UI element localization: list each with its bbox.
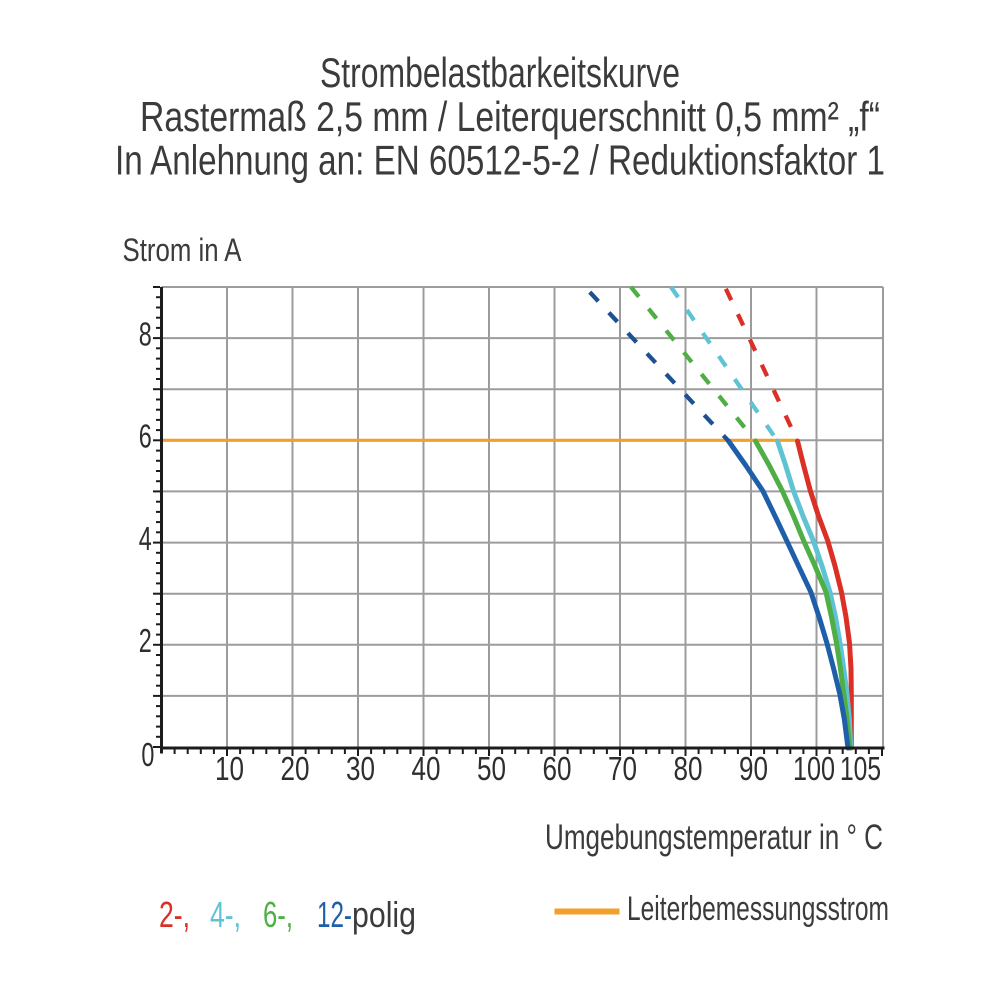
svg-text:2: 2 [139,622,152,659]
svg-text:4: 4 [139,520,152,557]
svg-text:30: 30 [346,750,375,787]
svg-text:12-: 12- [317,894,352,935]
svg-text:Rastermaß 2,5 mm / Leiterquers: Rastermaß 2,5 mm / Leiterquerschnitt 0,5… [140,93,880,140]
svg-text:polig: polig [352,894,416,935]
svg-text:20: 20 [281,750,310,787]
svg-text:6: 6 [139,418,152,455]
svg-text:70: 70 [608,750,637,787]
svg-text:Umgebungstemperatur in ° C: Umgebungstemperatur in ° C [545,818,883,857]
svg-text:4-,: 4-, [210,894,241,935]
svg-text:60: 60 [543,750,572,787]
svg-text:In Anlehnung an: EN 60512-5-2: In Anlehnung an: EN 60512-5-2 / Reduktio… [115,137,885,184]
svg-text:Strom in A: Strom in A [123,232,243,268]
svg-text:8: 8 [139,315,152,352]
svg-text:0: 0 [141,736,154,773]
svg-text:40: 40 [412,750,441,787]
svg-text:Strombelastbarkeitskurve: Strombelastbarkeitskurve [320,49,680,96]
svg-text:50: 50 [477,750,506,787]
svg-text:80: 80 [674,750,703,787]
svg-text:2-,: 2-, [159,894,190,935]
svg-text:6-,: 6-, [263,894,293,935]
svg-text:105: 105 [840,750,881,787]
svg-text:90: 90 [739,750,768,787]
svg-text:Leiterbemessungsstrom: Leiterbemessungsstrom [627,890,889,928]
svg-text:100: 100 [793,750,835,787]
svg-text:10: 10 [215,750,244,787]
